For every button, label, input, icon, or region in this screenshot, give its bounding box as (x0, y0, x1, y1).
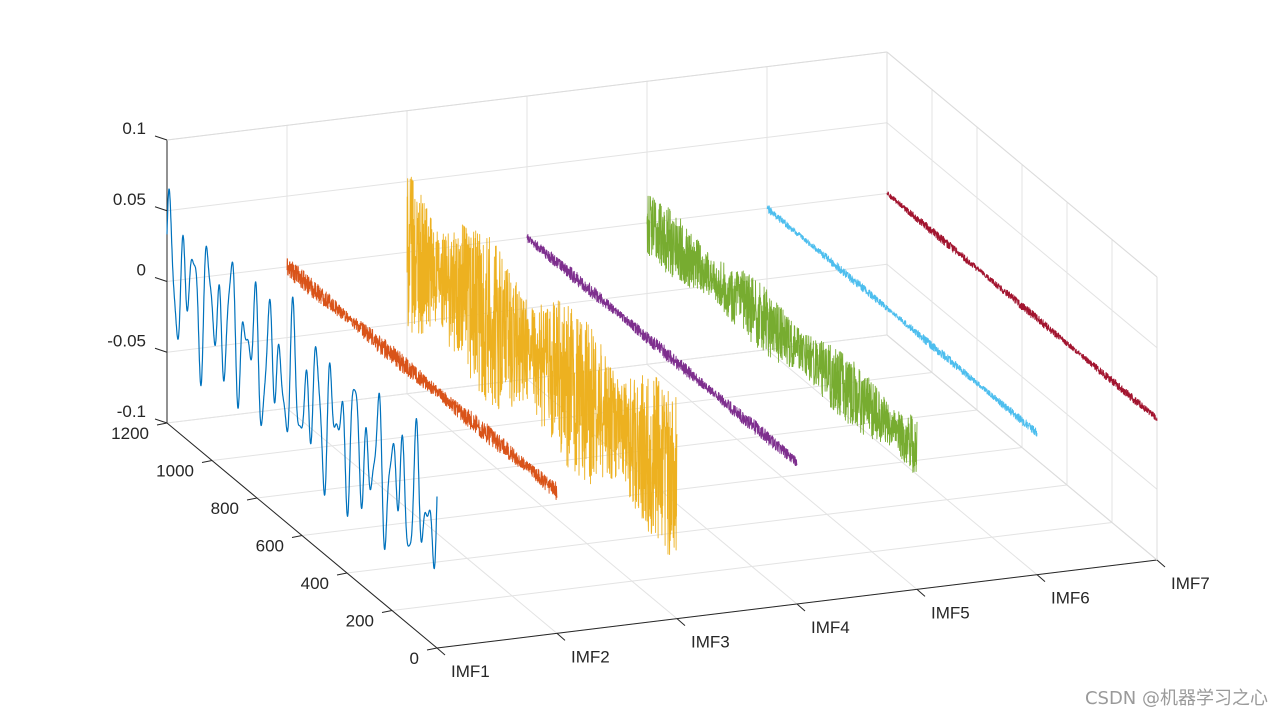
back-grid-z (166, 263, 888, 353)
y-tick-mark (381, 610, 393, 613)
y-tick-label: 0 (410, 649, 419, 668)
box-edge-floor-right (886, 334, 1158, 561)
x-tick-label: IMF6 (1051, 589, 1090, 608)
series-line-imf1 (166, 188, 438, 570)
y-tick-label: 200 (346, 612, 374, 631)
z-tick-label: 0 (137, 261, 146, 280)
series-line-imf3 (406, 176, 678, 555)
box-edge-top-back (166, 51, 888, 141)
z-tick-label: 0.1 (122, 119, 146, 138)
z-tick-mark (154, 277, 168, 282)
axes (154, 51, 1166, 656)
x-tick-mark (556, 632, 566, 641)
z-tick-label: 0.05 (113, 190, 146, 209)
x-tick-label: IMF4 (811, 618, 850, 637)
x-tick-mark (676, 618, 686, 627)
x-tick-label: IMF7 (1171, 574, 1210, 593)
y-tick-mark (156, 422, 168, 426)
series-line-imf4 (526, 233, 798, 467)
series-line-imf6 (766, 205, 1038, 437)
z-tick-mark (154, 418, 168, 424)
y-tick-label: 1000 (156, 462, 194, 481)
z-tick-mark (154, 135, 168, 141)
x-tick-label: IMF1 (451, 662, 490, 681)
x-tick-mark (436, 647, 446, 656)
y-tick-mark (426, 647, 438, 651)
side-grid-z (886, 122, 1158, 349)
z-tick-mark (154, 347, 168, 353)
z-tick-mark (154, 206, 168, 212)
x-tick-label: IMF2 (571, 647, 610, 666)
floor-grid-y (346, 484, 1068, 574)
x-tick-mark (796, 603, 806, 612)
y-tick-mark (291, 535, 303, 538)
y-tick-label: 800 (211, 499, 239, 518)
y-tick-mark (201, 460, 213, 463)
box-edge-top-right (886, 51, 1158, 278)
x-tick-mark (916, 588, 926, 597)
floor-grid-y (391, 522, 1113, 611)
y-tick-mark (246, 497, 258, 501)
y-tick-label: 1200 (111, 424, 149, 443)
series-line-imf5 (646, 195, 918, 473)
watermark: CSDN @机器学习之心 (1084, 688, 1268, 709)
y-tick-mark (336, 572, 348, 576)
side-grid-z (886, 263, 1158, 490)
y-tick-label: 400 (301, 574, 329, 593)
z-tick-label: -0.05 (107, 331, 146, 350)
series-line-imf7 (886, 191, 1158, 421)
x-tick-mark (1036, 574, 1046, 583)
back-grid-z (166, 122, 888, 212)
z-tick-label: -0.1 (117, 402, 146, 421)
series-group (166, 176, 1158, 570)
x-tick-label: IMF3 (691, 633, 730, 652)
y-tick-label: 600 (256, 537, 284, 556)
x-tick-mark (1156, 559, 1166, 568)
floor-grid-y (211, 372, 933, 461)
x-tick-label: IMF5 (931, 603, 970, 622)
series-line-imf2 (286, 258, 558, 501)
tick-labels: IMF1 IMF2 IMF3 IMF4 IMF5 IMF6 IMF7 0 200 400 600 80… (107, 119, 1209, 681)
